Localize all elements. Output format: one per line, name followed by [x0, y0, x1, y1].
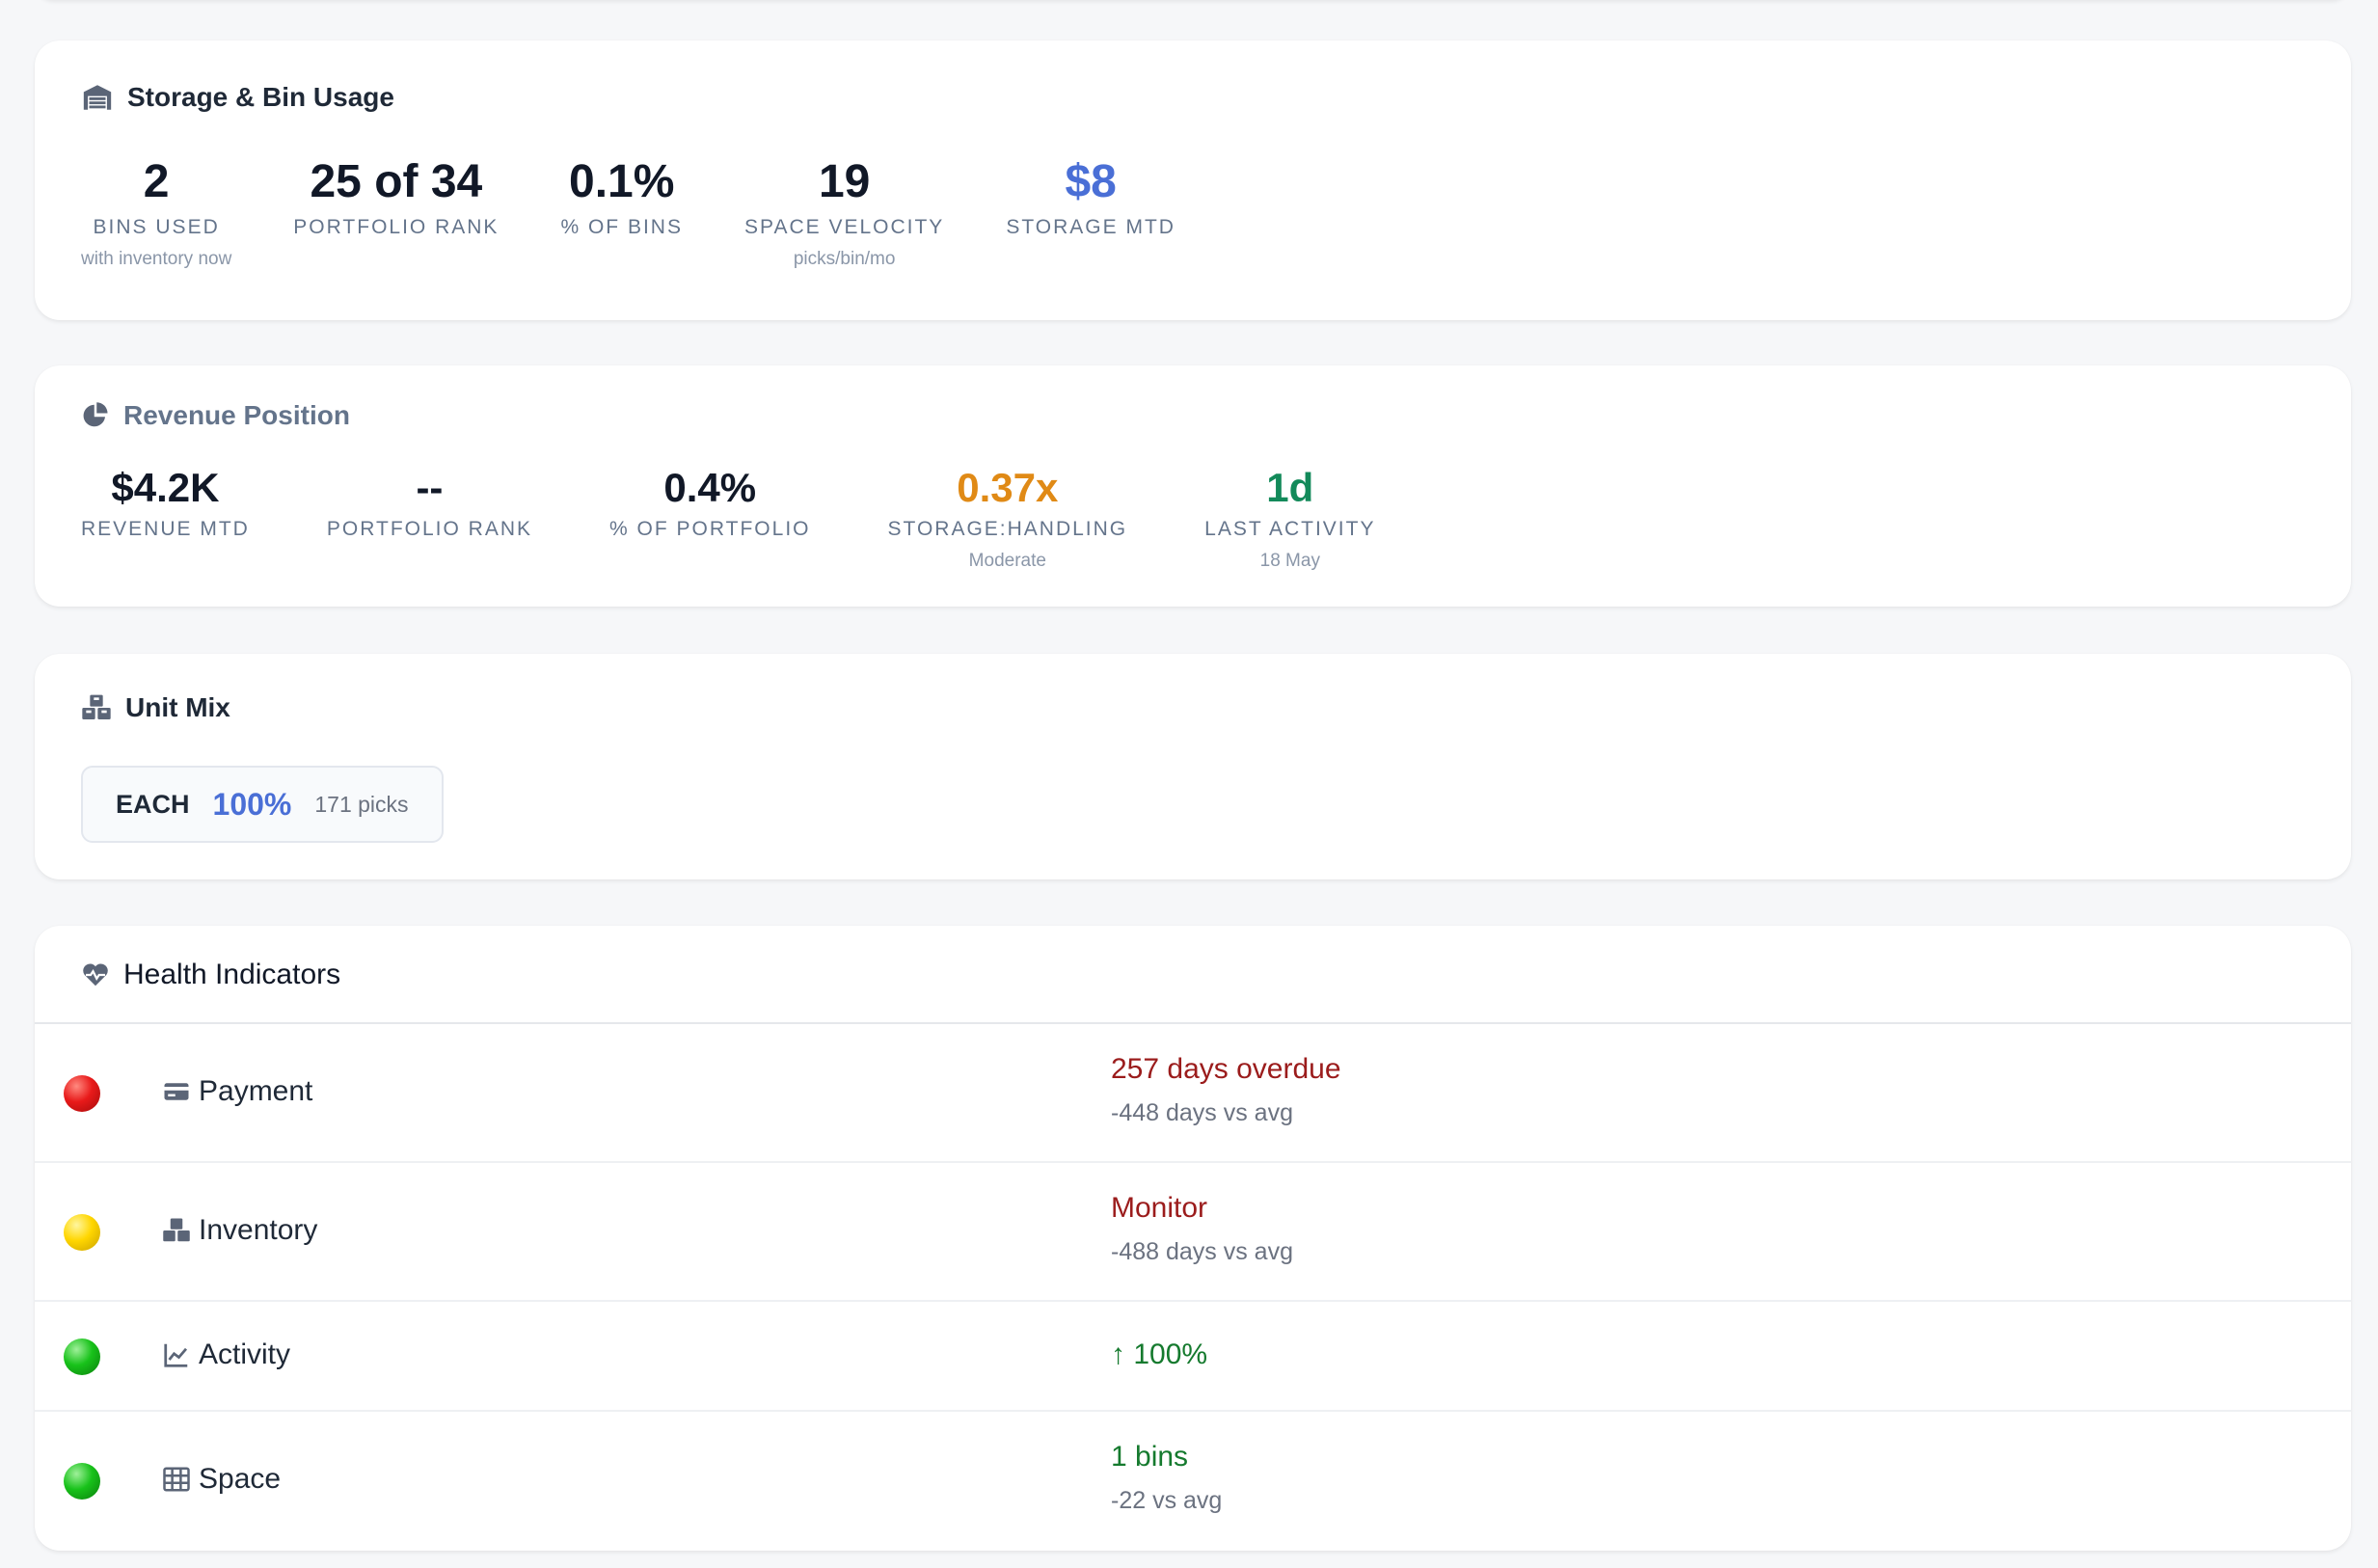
health-card: Health Indicators Payment 257 days overd… [35, 926, 2351, 1551]
health-value: ↑ 100% [1111, 1338, 1207, 1371]
stat-value: $8 [1065, 156, 1117, 207]
health-value-main: Monitor [1111, 1192, 1208, 1224]
storage-card: Storage & Bin Usage 2 BINS USED with inv… [35, 41, 2351, 320]
health-label-text: Activity [199, 1338, 291, 1370]
health-value: 257 days overdue -448 days vs avg [1111, 1053, 1341, 1127]
stat-revenue-portfolio-rank: -- PORTFOLIO RANK [327, 464, 532, 572]
health-label: Payment [162, 1075, 312, 1108]
health-row-payment: Payment 257 days overdue -448 days vs av… [35, 1024, 2351, 1163]
stat-label: % OF PORTFOLIO [609, 518, 811, 541]
stat-value: 2 [143, 156, 170, 207]
stat-revenue-mtd: $4.2K REVENUE MTD [81, 464, 250, 572]
stat-sub: picks/bin/mo [793, 248, 896, 269]
revenue-card: Revenue Position $4.2K REVENUE MTD -- PO… [35, 365, 2351, 607]
pie-chart-icon [83, 402, 108, 427]
stat-value: 0.1% [569, 156, 675, 207]
health-header: Health Indicators [35, 926, 2351, 1024]
stat-storage-mtd: $8 STORAGE MTD [1006, 154, 1175, 270]
stat-sub: Moderate [968, 551, 1046, 572]
stat-value: $4.2K [111, 465, 220, 510]
storage-card-title: Storage & Bin Usage [81, 81, 394, 114]
stat-percent-bins: 0.1% % OF BINS [560, 154, 683, 270]
health-value-sub: -448 days vs avg [1111, 1099, 1293, 1126]
stat-label: % OF BINS [560, 215, 683, 238]
stat-storage-handling: 0.37x STORAGE:HANDLING Moderate [887, 464, 1127, 572]
boxes-icon [82, 694, 111, 719]
health-label: Activity [162, 1338, 290, 1371]
unit-picks: 171 picks [314, 791, 409, 817]
health-label: Inventory [162, 1214, 317, 1247]
stat-label: STORAGE MTD [1006, 215, 1175, 238]
stat-value: 0.4% [663, 465, 757, 510]
boxes-icon [163, 1218, 190, 1242]
health-row-inventory: Inventory Monitor -488 days vs avg [35, 1163, 2351, 1302]
stat-value: 25 of 34 [310, 156, 483, 207]
health-value-main: ↑ 100% [1111, 1338, 1208, 1370]
unit-mix-card: Unit Mix EACH 100% 171 picks [35, 654, 2351, 879]
stat-label: STORAGE:HANDLING [887, 518, 1128, 541]
unit-mix-chip[interactable]: EACH 100% 171 picks [81, 766, 444, 843]
stat-label: REVENUE MTD [81, 518, 250, 541]
stat-percent-portfolio: 0.4% % OF PORTFOLIO [609, 464, 810, 572]
unit-mix-title-text: Unit Mix [125, 692, 230, 722]
stat-sub: 18 May [1259, 551, 1320, 572]
status-dot-yellow [64, 1214, 100, 1251]
revenue-stats: $4.2K REVENUE MTD -- PORTFOLIO RANK 0.4%… [81, 464, 1437, 572]
unit-mix-card-title: Unit Mix [81, 692, 230, 723]
stat-label: PORTFOLIO RANK [326, 518, 533, 541]
warehouse-icon [83, 85, 112, 110]
health-value: 1 bins -22 vs avg [1111, 1441, 1222, 1515]
unit-percent: 100% [212, 786, 292, 822]
status-dot-green [64, 1463, 100, 1500]
status-dot-green [64, 1338, 100, 1375]
credit-card-icon [164, 1083, 189, 1100]
grid-icon [163, 1467, 190, 1492]
health-value-sub: -488 days vs avg [1111, 1238, 1293, 1265]
health-label-text: Inventory [199, 1214, 318, 1246]
status-dot-red [64, 1075, 100, 1112]
stat-sub: with inventory now [81, 248, 232, 269]
health-label: Space [162, 1463, 281, 1496]
stat-label: SPACE VELOCITY [743, 215, 945, 238]
stat-label: LAST ACTIVITY [1204, 518, 1376, 541]
revenue-title-text: Revenue Position [123, 400, 350, 430]
health-label-text: Payment [199, 1075, 313, 1107]
stat-bins-used: 2 BINS USED with inventory now [81, 154, 231, 270]
stat-label: PORTFOLIO RANK [293, 215, 500, 238]
storage-stats: 2 BINS USED with inventory now 25 of 34 … [81, 154, 1237, 270]
chart-line-icon [164, 1343, 188, 1367]
health-row-activity: Activity ↑ 100% [35, 1302, 2351, 1412]
stat-label: BINS USED [93, 215, 220, 238]
health-card-title: Health Indicators [81, 959, 340, 991]
heart-pulse-icon [83, 963, 108, 987]
health-value: Monitor -488 days vs avg [1111, 1192, 1293, 1266]
unit-name: EACH [116, 789, 190, 819]
stat-value: 19 [818, 156, 871, 207]
health-value-main: 1 bins [1111, 1441, 1189, 1473]
stat-portfolio-rank: 25 of 34 PORTFOLIO RANK [293, 154, 499, 270]
revenue-card-title: Revenue Position [81, 400, 350, 431]
stat-value: 1d [1266, 465, 1314, 510]
health-label-text: Space [199, 1463, 282, 1495]
stat-value: 0.37x [957, 465, 1059, 510]
stat-value: -- [416, 465, 444, 510]
storage-title-text: Storage & Bin Usage [127, 82, 394, 112]
health-value-sub: -22 vs avg [1111, 1487, 1223, 1514]
health-value-main: 257 days overdue [1111, 1053, 1341, 1085]
health-title-text: Health Indicators [123, 959, 341, 990]
health-row-space: Space 1 bins -22 vs avg [35, 1412, 2351, 1551]
stat-last-activity: 1d LAST ACTIVITY 18 May [1204, 464, 1375, 572]
stat-space-velocity: 19 SPACE VELOCITY picks/bin/mo [744, 154, 944, 270]
